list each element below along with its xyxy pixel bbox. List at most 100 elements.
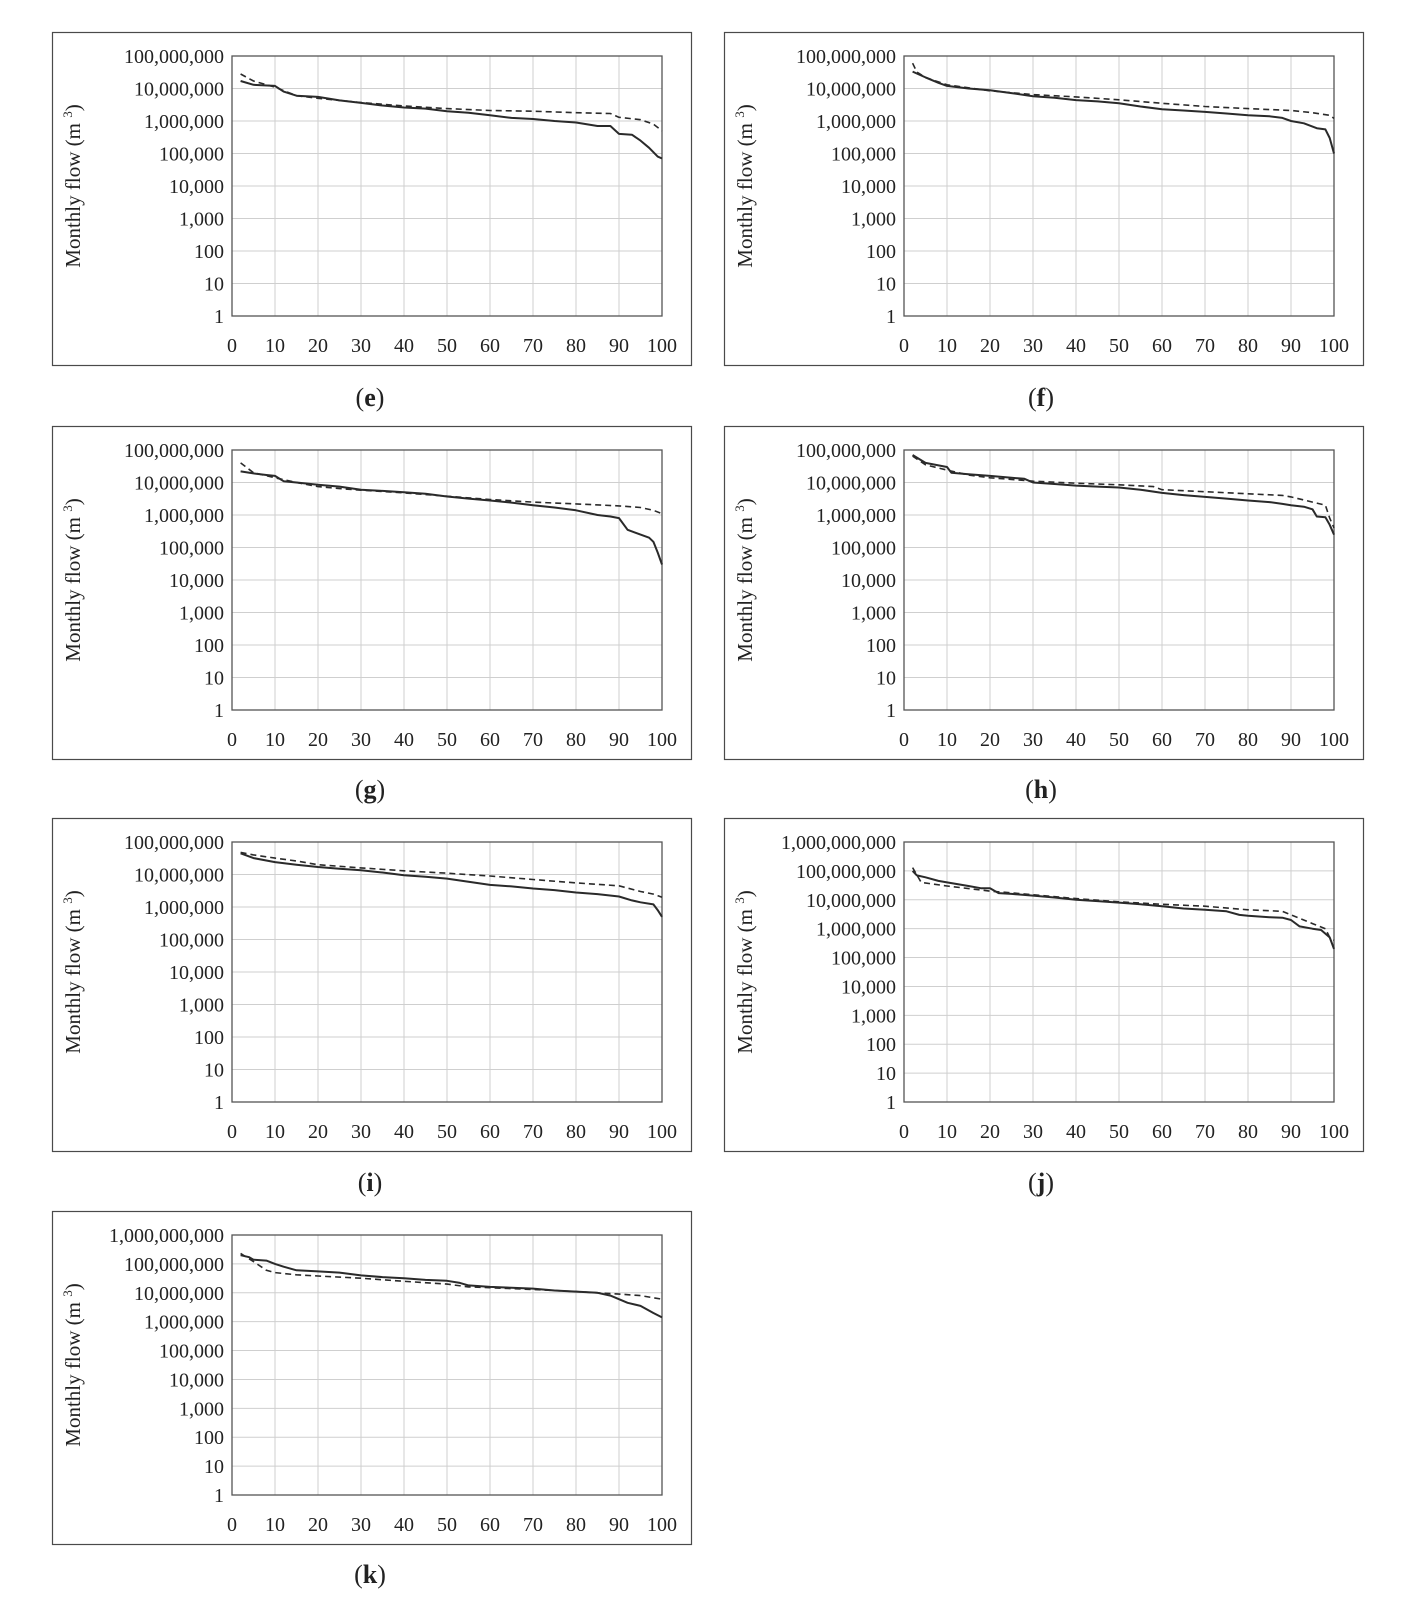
x-tick-label: 0	[899, 729, 909, 751]
x-tick-label: 50	[1109, 335, 1129, 357]
x-tick-label: 100	[647, 335, 677, 357]
plot-area	[231, 841, 663, 1103]
x-tick-label: 50	[1109, 1121, 1129, 1143]
chart-svg-h: 0 10 20 30 40 50 60 70 80 90 1001101001,00010,0001…	[723, 425, 1365, 761]
x-tick-label: 100	[1319, 1121, 1349, 1143]
y-tick-label: 100,000	[831, 144, 896, 166]
x-tick-label: 40	[1066, 1121, 1086, 1143]
x-tick-label: 70	[523, 1121, 543, 1143]
x-tick-label: 40	[394, 335, 414, 357]
caption-h: (h)	[1025, 775, 1057, 804]
caption-g: (g)	[354, 775, 386, 804]
x-tick-label: 80	[566, 729, 586, 751]
x-tick-label: 50	[437, 1514, 457, 1536]
x-tick-label: 0	[227, 1121, 237, 1143]
y-tick-label: 1,000,000	[816, 919, 896, 941]
y-tick-label: 10	[876, 274, 896, 296]
x-tick-label: 90	[1281, 335, 1301, 357]
y-tick-label: 10	[204, 1456, 224, 1478]
y-tick-label: 10,000	[169, 962, 224, 984]
y-tick-label: 100,000	[831, 948, 896, 970]
series-line-solid	[911, 870, 1335, 950]
x-tick-label: 80	[566, 335, 586, 357]
x-tick-label: 30	[351, 1514, 371, 1536]
y-tick-label: 100	[866, 635, 896, 657]
series-line-dashed	[240, 462, 663, 515]
y-tick-label: 100	[194, 241, 224, 263]
y-tick-label: 1,000	[179, 209, 224, 231]
chart-svg-j: 0 10 20 30 40 50 60 70 80 90 1001101001,00010,0001…	[723, 817, 1365, 1153]
x-tick-label: 0	[899, 1121, 909, 1143]
x-tick-label: 50	[1109, 729, 1129, 751]
x-tick-label: 90	[609, 335, 629, 357]
y-tick-label: 1,000,000	[144, 505, 224, 527]
chart-svg-i: 0 10 20 30 40 50 60 70 80 90 1001101001,00010,0001…	[51, 817, 693, 1153]
caption-i: (i)	[357, 1168, 383, 1197]
plot-area	[903, 55, 1335, 317]
series-line-dashed	[240, 851, 663, 898]
y-tick-label: 1,000,000	[144, 1312, 224, 1334]
y-tick-label: 10,000	[169, 176, 224, 198]
series-line-dashed	[912, 455, 1335, 529]
chart-panel-k: 0 10 20 30 40 50 60 70 80 90 100 1 10 100 1,000 10,000 1…	[51, 1210, 693, 1546]
y-tick-label: 100,000,000	[124, 832, 224, 854]
x-tick-label: 90	[1281, 1121, 1301, 1143]
y-tick-label: 100,000,000	[124, 440, 224, 462]
x-tick-label: 80	[1238, 1121, 1258, 1143]
series-line-solid	[240, 1254, 663, 1319]
y-tick-label: 100	[866, 241, 896, 263]
y-tick-label: 1,000	[179, 1398, 224, 1420]
x-tick-label: 60	[480, 1514, 500, 1536]
plot-area	[903, 449, 1335, 711]
caption-f: (f)	[1027, 383, 1054, 412]
x-tick-label: 100	[1319, 729, 1349, 751]
y-tick-label: 1,000,000	[144, 111, 224, 133]
y-tick-label: 1,000,000,000	[781, 832, 896, 854]
chart-panel-h: 0 10 20 30 40 50 60 70 80 90 100 1 10 100 1,000 10,000 1…	[723, 425, 1365, 761]
x-tick-label: 0	[227, 1514, 237, 1536]
x-tick-label: 50	[437, 729, 457, 751]
y-tick-label: 100,000	[159, 930, 224, 952]
y-tick-label: 10,000	[841, 570, 896, 592]
chart-svg-f: 0 10 20 30 40 50 60 70 80 90 1001101001,00010,0001…	[723, 31, 1365, 367]
x-tick-label: 10	[265, 1121, 285, 1143]
x-tick-label: 40	[1066, 729, 1086, 751]
y-tick-label: 100,000,000	[796, 440, 896, 462]
x-tick-label: 10	[265, 335, 285, 357]
x-tick-label: 70	[1195, 729, 1215, 751]
y-tick-label: 1	[214, 306, 224, 328]
y-tick-label: 10,000,000	[134, 865, 224, 887]
series-line-solid	[912, 454, 1335, 536]
y-tick-label: 10,000	[841, 176, 896, 198]
x-tick-label: 70	[1195, 1121, 1215, 1143]
series-line-dashed	[240, 73, 663, 132]
x-tick-label: 50	[437, 335, 457, 357]
y-tick-label: 1,000	[851, 603, 896, 625]
x-tick-label: 70	[523, 729, 543, 751]
x-tick-label: 40	[1066, 335, 1086, 357]
x-tick-label: 10	[937, 729, 957, 751]
y-axis-title: Monthly flow (m 3)	[60, 104, 85, 267]
y-tick-label: 1,000	[851, 1005, 896, 1027]
x-tick-label: 20	[308, 335, 328, 357]
chart-frame	[51, 1210, 693, 1546]
y-axis-title: Monthly flow (m 3)	[60, 498, 85, 661]
series-line-solid	[240, 852, 663, 918]
y-tick-label: 1	[214, 1092, 224, 1114]
chart-frame	[723, 817, 1365, 1153]
x-tick-label: 90	[609, 729, 629, 751]
x-tick-label: 30	[351, 729, 371, 751]
chart-svg-g: 0 10 20 30 40 50 60 70 80 90 1001101001,00010,0001…	[51, 425, 693, 761]
x-tick-label: 90	[609, 1121, 629, 1143]
y-tick-label: 10,000,000	[134, 1283, 224, 1305]
x-tick-label: 0	[227, 729, 237, 751]
x-tick-label: 100	[647, 1514, 677, 1536]
x-tick-label: 60	[1152, 1121, 1172, 1143]
y-tick-label: 100,000,000	[796, 46, 896, 68]
x-tick-label: 60	[480, 1121, 500, 1143]
x-tick-label: 10	[265, 729, 285, 751]
y-tick-label: 10,000,000	[806, 890, 896, 912]
y-tick-label: 10,000,000	[134, 473, 224, 495]
x-tick-label: 80	[1238, 335, 1258, 357]
